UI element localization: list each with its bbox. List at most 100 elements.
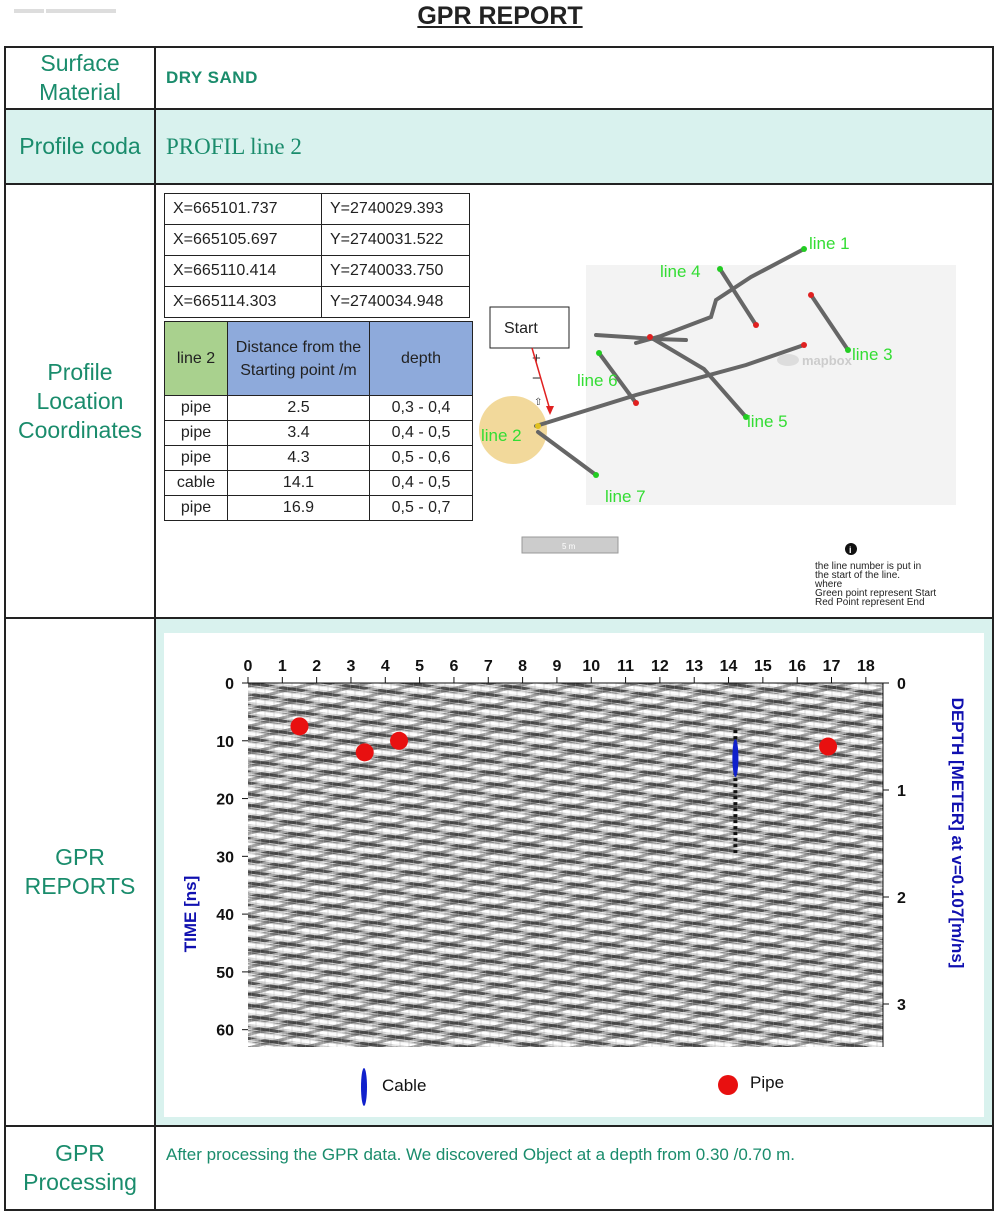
end-point [647,334,653,340]
depth-axis: 0 1 2 3 [882,676,906,1047]
line-label: line 5 [747,412,788,431]
x-tick-label: 14 [720,658,738,675]
start-arrow-head [546,406,554,415]
findings-row: pipe 16.9 0,5 - 0,7 [164,495,473,521]
coordinate-x: X=665114.303 [164,286,322,318]
radargram-traces [248,683,883,1047]
end-point [633,400,639,406]
depth-tick-label: 2 [897,890,906,907]
survey-line-5 [648,335,748,419]
start-point [801,246,807,252]
report-title: GPR REPORT [417,2,583,30]
profile-label: Profile coda [4,108,156,185]
x-tick-label: 4 [381,658,390,675]
location-cell: X=665101.737 Y=2740029.393 X=665105.697 … [154,183,994,619]
legend-pipe-icon [718,1075,738,1095]
coordinate-x: X=665101.737 [164,193,322,225]
tab-strip-decoration [14,0,120,13]
depth-tick-label: 3 [897,997,906,1014]
coordinate-y: Y=2740033.750 [321,255,470,287]
map-note-line: Red Point represent End [815,597,925,608]
line-label: line 2 [481,426,522,445]
x-tick-label: 18 [857,658,875,675]
coordinate-x: X=665110.414 [164,255,322,287]
compass-icon[interactable]: ⇧ [534,397,542,408]
findings-header-distance: Distance from the Starting point /m [227,321,370,396]
x-tick-label: 13 [685,658,703,675]
processing-label: GPR Processing [4,1125,156,1211]
surface-label: Surface Material [4,46,156,110]
pipe-marker [355,743,374,762]
y-tick-label: 10 [216,734,234,751]
gpr-cell: 0 1 2 3 4 5 6 7 8 9 10 11 12 13 14 15 16 17 18 0 10 20 30 40 50… [154,617,994,1127]
legend-cable-icon [361,1068,367,1106]
x-tick-label: 10 [582,658,600,675]
findings-row: pipe 3.4 0,4 - 0,5 [164,420,473,446]
finding-depth: 0,5 - 0,7 [369,495,473,521]
x-tick-label: 11 [617,658,634,675]
finding-depth: 0,3 - 0,4 [369,395,473,421]
finding-distance: 16.9 [227,495,370,521]
start-callout-label: Start [504,320,538,337]
depth-axis-label: DEPTH [METER] at v=0.107[m/ns] [948,698,967,969]
survey-line-7 [536,430,598,477]
depth-tick-label: 1 [897,783,906,800]
survey-line-2 [534,343,806,428]
findings-header-line: line 2 [164,321,228,396]
surface-row: Surface Material DRY SAND [4,46,994,110]
profile-row: Profile coda PROFIL line 2 [4,108,994,185]
coordinate-y: Y=2740029.393 [321,193,470,225]
map-terrain [586,265,956,505]
radargram-image [248,683,883,1047]
map-scale-text: 5 m [562,542,576,551]
map-note-line: the start of the line. [815,570,900,581]
line-endpoints [535,246,851,478]
survey-line-4 [718,267,758,327]
survey-lines [534,247,850,477]
x-tick-label: 8 [518,658,527,675]
pipe-marker [290,717,309,736]
zoom-in-button[interactable]: + [532,350,541,367]
start-point [743,414,749,420]
x-tick-label: 1 [278,658,287,675]
survey-line-3 [809,293,850,352]
x-tick-label: 2 [312,658,321,675]
end-point [808,292,814,298]
info-icon[interactable] [845,543,857,555]
zoom-out-button[interactable]: − [532,370,541,387]
line-labels: line 1 line 2 line 3 line 4 line 5 line … [481,234,893,506]
detections [290,717,838,854]
coordinates-table: X=665101.737 Y=2740029.393 X=665105.697 … [164,193,470,318]
map-scale-bar [521,536,619,554]
x-tick-label: 9 [552,658,561,675]
end-point [801,342,807,348]
profile-value-cell: PROFIL line 2 [154,108,994,185]
processing-row: GPR Processing After processing the GPR … [4,1125,994,1211]
distance-axis: 0 1 2 3 4 5 6 7 8 9 10 11 12 13 14 15 16 17 18 [244,658,883,684]
finding-object: pipe [164,395,228,421]
finding-object: cable [164,470,228,496]
findings-row: cable 14.1 0,4 - 0,5 [164,470,473,496]
x-tick-label: 3 [347,658,356,675]
time-axis: 0 10 20 30 40 50 60 [216,676,248,1040]
surface-value-cell: DRY SAND [154,46,994,110]
gpr-content: 0 1 2 3 4 5 6 7 8 9 10 11 12 13 14 15 16 17 18 0 10 20 30 40 50… [156,619,992,1123]
chart-legend: Cable Pipe [361,1068,784,1106]
coordinate-row: X=665101.737 Y=2740029.393 [164,193,470,225]
findings-row: pipe 4.3 0,5 - 0,6 [164,445,473,471]
survey-line-6 [597,351,638,405]
legend-cable-label: Cable [382,1076,426,1095]
y-tick-label: 50 [216,965,234,982]
y-tick-label: 40 [216,907,234,924]
pipe-marker [819,737,838,756]
start-point [535,423,541,429]
x-tick-label: 16 [788,658,806,675]
gpr-row: GPR REPORTS [4,617,994,1127]
finding-object: pipe [164,495,228,521]
mapbox-logo-icon [777,354,799,366]
surface-value: DRY SAND [166,68,258,87]
mapbox-attribution: mapbox [802,353,853,368]
location-content: X=665101.737 Y=2740029.393 X=665105.697 … [156,185,992,615]
start-highlight [479,396,547,464]
map-note-line: the line number is put in [815,561,921,572]
